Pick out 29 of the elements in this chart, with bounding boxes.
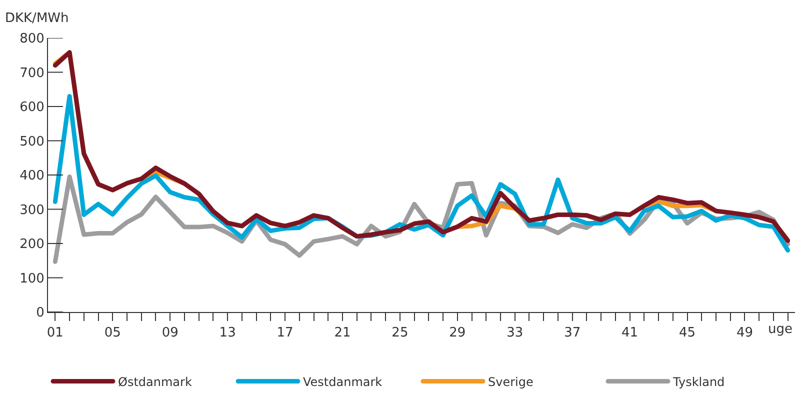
legend-label: Vestdanmark: [303, 374, 382, 389]
y-tick-label: 400: [20, 168, 44, 184]
line-series: [52, 94, 790, 253]
y-tick-label: 300: [20, 202, 44, 218]
x-tick-label: 49: [736, 326, 753, 341]
x-tick-label: 21: [334, 326, 351, 341]
y-tick-label: 100: [20, 271, 44, 286]
legend-label: Sverige: [488, 374, 534, 389]
x-tick-label: 13: [219, 326, 236, 341]
y-tick-label: 200: [20, 237, 44, 252]
y-tick-label: 0: [36, 306, 44, 321]
x-tick-label: 45: [678, 326, 696, 341]
x-axis-title: uge: [768, 322, 792, 337]
x-tick-label: 05: [104, 326, 121, 341]
x-tick-label: 25: [392, 326, 408, 341]
y-tick-label: 600: [20, 100, 44, 116]
x-tick-label: 09: [162, 326, 178, 341]
y-tick-label: 500: [20, 134, 44, 150]
x-tick-label: 41: [622, 326, 638, 341]
x-tick-label: 17: [276, 326, 294, 341]
x-tick-label: 37: [564, 326, 581, 341]
legend-label: Tyskland: [672, 374, 725, 389]
y-axis-title: DKK/MWh: [5, 11, 69, 26]
x-tick-label: 33: [506, 326, 524, 341]
legend-label: Østdanmark: [118, 374, 192, 389]
y-tick-label: 700: [20, 66, 44, 81]
y-tick-label: 800: [20, 32, 44, 47]
x-tick-label: 01: [46, 326, 64, 341]
x-tick-label: 29: [449, 326, 466, 341]
